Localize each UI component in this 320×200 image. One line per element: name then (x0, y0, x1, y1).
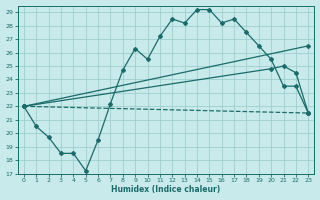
X-axis label: Humidex (Indice chaleur): Humidex (Indice chaleur) (111, 185, 221, 194)
